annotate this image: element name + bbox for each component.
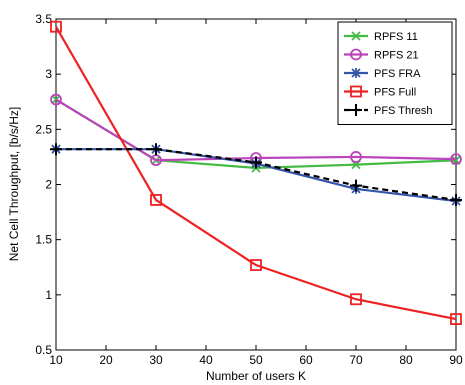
data-point [350, 151, 362, 163]
x-tick-label: 80 [399, 353, 413, 367]
series-line [55, 26, 457, 321]
legend-label: PFS Thresh [374, 105, 433, 117]
legend-label: PFS FRA [374, 68, 421, 80]
x-axis-label: Number of users K [206, 369, 306, 383]
legend-label: RPFS 11 [374, 31, 418, 43]
legend-marker [350, 104, 362, 116]
x-tick-label: 50 [249, 353, 263, 367]
x-tick-label: 30 [149, 353, 163, 367]
legend-label: PFS Full [374, 87, 416, 99]
x-tick-label: 40 [199, 353, 213, 367]
y-tick-label: 1.5 [35, 233, 52, 247]
data-point [150, 154, 162, 167]
legend-marker [350, 48, 362, 61]
legend-marker [351, 68, 361, 78]
y-tick-label: 2.5 [35, 122, 52, 136]
data-point [450, 193, 462, 206]
legend-label: RPFS 21 [374, 50, 419, 62]
data-point [450, 153, 462, 166]
series-3 [50, 20, 462, 326]
legend-marker [350, 85, 362, 98]
y-tick-label: 0.5 [35, 343, 52, 357]
data-point [350, 179, 362, 192]
data-point [50, 20, 62, 33]
legend-marker [351, 31, 361, 41]
x-tick-label: 20 [99, 353, 113, 367]
series-4 [50, 143, 462, 206]
data-point [50, 93, 62, 106]
y-tick-label: 3.5 [35, 12, 52, 26]
data-point [350, 293, 362, 306]
y-tick-label: 3 [45, 67, 52, 81]
x-tick-label: 60 [299, 353, 313, 367]
x-tick-label: 10 [49, 353, 63, 367]
data-point [50, 143, 62, 156]
data-point [250, 156, 262, 169]
data-point [150, 143, 162, 156]
x-tick-label: 90 [449, 353, 463, 367]
y-tick-label: 1 [45, 288, 52, 302]
x-tick-label: 70 [349, 353, 363, 367]
data-point [450, 313, 462, 326]
y-axis-label: Net Cell Throughput, [b/s/Hz] [7, 107, 21, 262]
data-point [250, 259, 262, 271]
data-point [150, 194, 162, 206]
y-tick-label: 2 [45, 178, 52, 192]
